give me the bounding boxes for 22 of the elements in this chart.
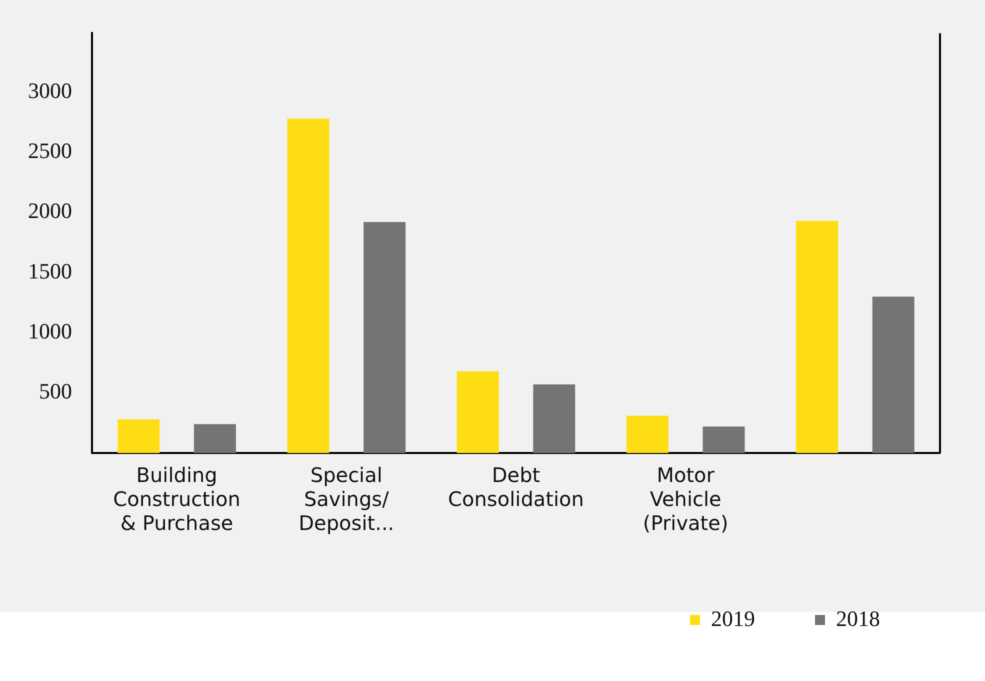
y-tick-label: 2000 <box>28 198 72 224</box>
x-tick-label: Debt Consolidation <box>448 463 584 512</box>
bar <box>456 371 499 453</box>
bar <box>872 296 914 453</box>
x-tick-label: Special Savings/ Deposit... <box>298 463 394 536</box>
bar <box>702 426 745 453</box>
bar <box>364 222 406 453</box>
bar <box>287 118 330 453</box>
y-tick-label: 3000 <box>28 78 72 103</box>
legend-label: 2019 <box>711 606 755 631</box>
bar <box>118 419 160 453</box>
y-tick-label: 500 <box>39 378 72 404</box>
bar <box>194 424 236 453</box>
bar <box>796 220 838 453</box>
legend-label: 2018 <box>836 606 880 631</box>
y-tick-label: 2500 <box>28 138 72 164</box>
bar <box>533 384 576 453</box>
x-tick-label: Motor Vehicle (Private) <box>642 463 728 536</box>
bar <box>626 416 668 453</box>
y-tick-label: 1000 <box>28 318 72 344</box>
y-tick-label: 1500 <box>28 258 72 284</box>
x-tick-label: Building Construction & Purchase <box>113 463 240 536</box>
